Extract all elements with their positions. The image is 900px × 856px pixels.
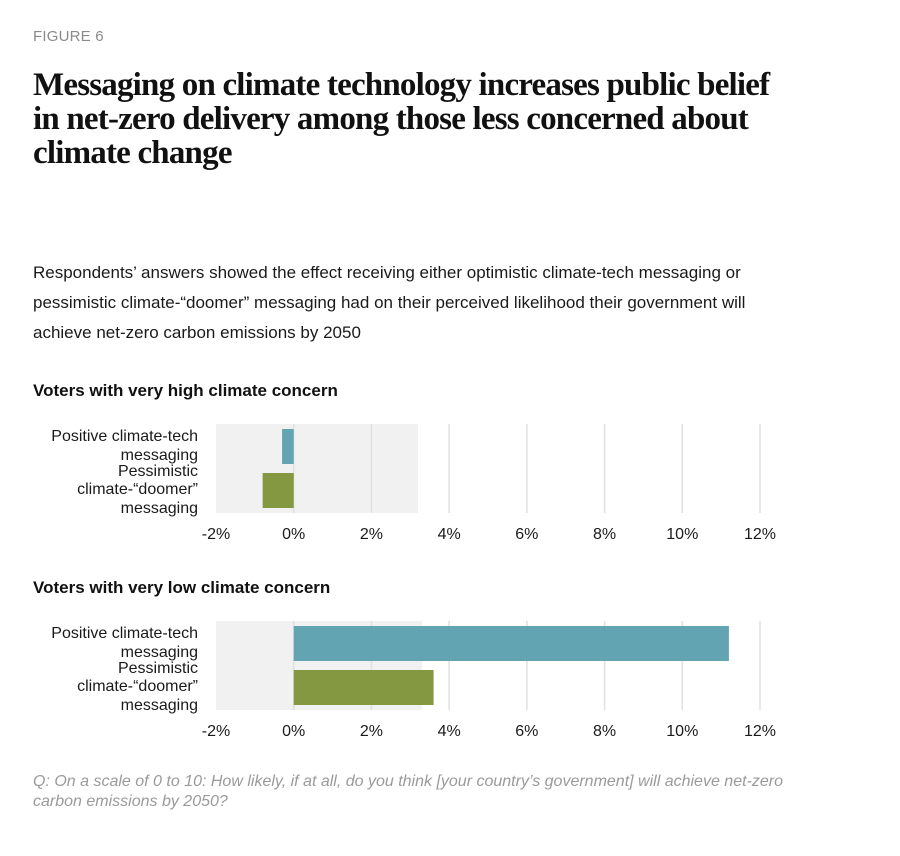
x-tick-label: 0%	[282, 526, 305, 543]
x-tick-label: 12%	[744, 723, 776, 740]
shaded-band	[216, 424, 419, 513]
category-label: Positive climate-tech messaging	[51, 625, 198, 661]
bar-pessimistic-doomer	[262, 473, 294, 508]
x-tick-label: -2%	[202, 723, 230, 740]
x-tick-label: 8%	[593, 526, 616, 543]
x-tick-label: -2%	[202, 526, 230, 543]
bar-chart-low-concern: Positive climate-tech messagingPessimisti…	[51, 621, 776, 740]
bar-positive-climate-tech	[293, 626, 729, 661]
bar-chart-high-concern: Positive climate-tech messagingPessimisti…	[51, 424, 776, 543]
chart-title: Messaging on climate technology increase…	[33, 67, 770, 171]
x-tick-label: 6%	[515, 526, 538, 543]
x-tick-label: 4%	[438, 526, 461, 543]
x-tick-label: 2%	[360, 723, 383, 740]
x-tick-label: 10%	[666, 526, 698, 543]
x-tick-label: 10%	[666, 723, 698, 740]
bar-positive-climate-tech	[282, 429, 294, 464]
bar-pessimistic-doomer	[293, 670, 434, 705]
x-tick-label: 2%	[360, 526, 383, 543]
x-tick-label: 6%	[515, 723, 538, 740]
x-tick-label: 12%	[744, 526, 776, 543]
category-label: Pessimistic climate-“doomer” messaging	[77, 463, 198, 517]
x-tick-label: 0%	[282, 723, 305, 740]
x-tick-label: 8%	[593, 723, 616, 740]
chart-subtitle: Respondents’ answers showed the effect r…	[33, 263, 746, 342]
figure-label: FIGURE 6	[33, 28, 104, 45]
category-label: Pessimistic climate-“doomer” messaging	[77, 660, 198, 714]
x-tick-label: 4%	[438, 723, 461, 740]
panel-title-low-concern: Voters with very low climate concern	[33, 578, 331, 597]
panel-title-high-concern: Voters with very high climate concern	[33, 381, 338, 400]
category-label: Positive climate-tech messaging	[51, 428, 198, 464]
survey-question-footnote: Q: On a scale of 0 to 10: How likely, if…	[33, 773, 783, 810]
